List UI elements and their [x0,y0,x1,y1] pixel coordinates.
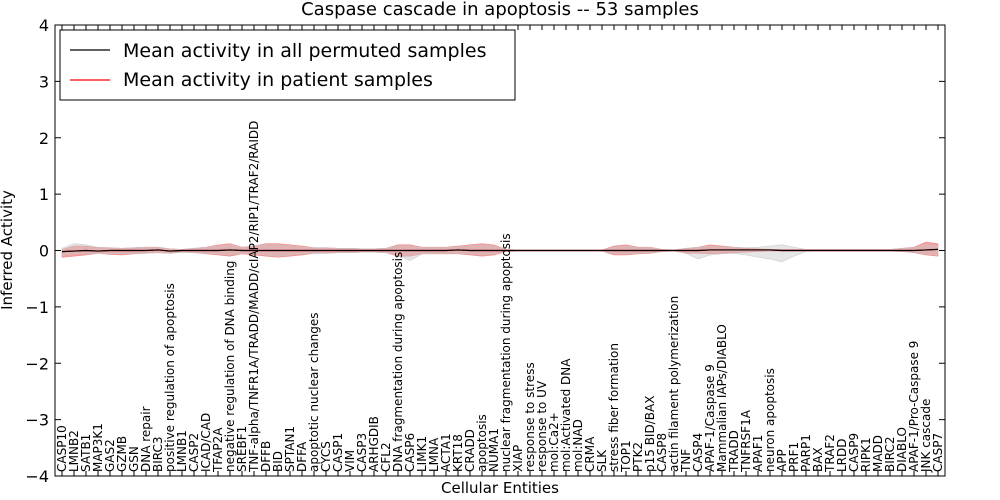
x-tick-label: Mammalian IAPs/DIABLO [715,324,729,472]
x-tick-label: DFFA [295,441,309,472]
legend-label-patient: Mean activity in patient samples [123,69,433,91]
x-tick-label: CASP8 [655,433,669,472]
x-tick-label: TOP1 [619,440,633,473]
x-tick-label: CASP3 [355,433,369,472]
y-axis: −4 −3 −2 −1 0 1 2 3 4 [25,16,945,486]
x-tick-label: TNF [679,449,693,473]
x-tick-label: VIM [343,450,357,472]
x-tick-label: GSN [127,446,141,472]
x-tick-label: KRT18 [451,434,465,472]
x-tick-label: GAS2 [103,439,117,472]
x-tick-label: XIAP [511,445,525,472]
x-tick-label: PARP1 [799,434,813,472]
x-tick-label: CASP10 [55,425,69,472]
legend-label-permuted: Mean activity in all permuted samples [123,40,486,62]
x-tick-label: GZMB [115,436,129,472]
x-tick-label: LMNA [427,437,441,472]
x-tick-label: stress fiber formation [607,343,621,472]
x-tick-label: SPTAN1 [283,426,297,472]
x-tick-label: apoptosis [475,414,489,472]
x-tick-label: CASP2 [187,433,201,472]
x-tick-label: APAF1 [751,435,765,472]
x-tick-label: LRDD [835,438,849,472]
x-tick-label: positive regulation of apoptosis [163,283,177,472]
x-tick-label: CYCS [319,441,333,472]
x-tick-label: LMNB2 [67,430,81,472]
x-tick-label: TFAP2A [211,427,225,473]
x-tick-label: CASP1 [331,433,345,472]
x-tick-label: actin filament polymerization [667,296,681,472]
y-tick-label: 2 [39,129,49,148]
x-tick-label: DIABLO [895,427,909,472]
x-tick-label: LMNB1 [175,430,189,472]
x-tick-label: CASP4 [691,433,705,472]
y-tick-label: −3 [25,411,49,430]
x-tick-label: nuclear fragmentation during apoptosis [499,233,513,472]
lines-layer [61,248,939,253]
x-tick-label: mol:Ca2+ [547,412,561,472]
y-axis-label: Inferred Activity [0,190,16,310]
x-tick-label: TRADD [727,430,741,473]
x-tick-label: NUMA1 [487,428,501,472]
x-tick-label: negative regulation of DNA binding [223,261,237,472]
x-tick-label: ARHGDIB [367,416,381,472]
x-tick-label: DFFB [259,441,273,472]
series-line-permuted [61,248,939,253]
x-tick-label: SREBF1 [235,426,249,472]
y-tick-label: −1 [25,298,49,317]
x-tick-label: CFL2 [379,442,393,472]
x-tick-label: mol:Activated DNA [559,358,573,472]
x-tick-label: TNF-alpha/TNFR1A/TRADD/MADD/cIAP2/RIP1/T… [247,121,261,473]
legend-box [59,29,516,101]
x-tick-label: BIRC2 [883,436,897,472]
x-tick-label: RIPK1 [859,437,873,472]
x-tick-label: TRAF2 [823,434,837,473]
x-tick-label: PTK2 [631,442,645,472]
x-tick-label: MAP3K1 [91,423,105,472]
x-axis-label: Cellular Entities [441,479,559,497]
x-tick-label: ICAD/CAD [199,413,213,472]
x-tick-label: CASP6 [403,433,417,472]
y-tick-label: 4 [39,16,49,35]
x-tick-label: LIMK1 [415,436,429,472]
y-tick-label: 1 [39,185,49,204]
legend: Mean activity in all permuted samples Me… [59,29,516,101]
x-tick-label: CRADD [463,429,477,472]
x-tick-label: DNA fragmentation during apoptosis [391,252,405,472]
x-tick-label: ACTA1 [439,433,453,472]
y-tick-label: −4 [25,467,49,486]
x-tick-label: APAF-1/Caspase 9 [703,364,717,472]
x-tick-label: mol:NAD [571,419,585,472]
x-tick-label: PRF1 [787,442,801,472]
x-tick-label: apoptotic nuclear changes [307,313,321,472]
x-tick-label: BIRC3 [151,436,165,472]
x-tick-label: TNFRSF1A [739,409,753,473]
x-tick-label: response to UV [535,380,549,472]
x-tick-label: APAF-1/Pro-Caspase 9 [907,341,921,472]
x-tick-label: DNA repair [139,406,153,472]
x-tick-label: MADD [871,435,885,472]
x-tick-label: BAX [811,447,825,472]
permuted-band [61,243,939,263]
x-tick-label: response to stress [523,362,537,472]
x-tick-label: CRMA [583,436,597,472]
y-tick-label: 0 [39,242,49,261]
y-tick-label: −2 [25,354,49,373]
x-tick-label: APP [775,449,789,472]
x-tick-label: SATB1 [79,434,93,472]
x-tick-label: BID [271,451,285,472]
x-tick-label: JNK cascade [919,399,933,473]
bands-layer [61,241,939,263]
x-tick-label: p15 BID/BAX [643,396,657,472]
x-tick-label: CASP7 [931,433,945,472]
x-tick-label: SLK [595,449,609,472]
x-tick-label: CASP9 [847,433,861,472]
y-tick-label: 3 [39,72,49,91]
x-tick-label: neuron apoptosis [763,368,777,472]
chart-title: Caspase cascade in apoptosis -- 53 sampl… [301,0,699,20]
